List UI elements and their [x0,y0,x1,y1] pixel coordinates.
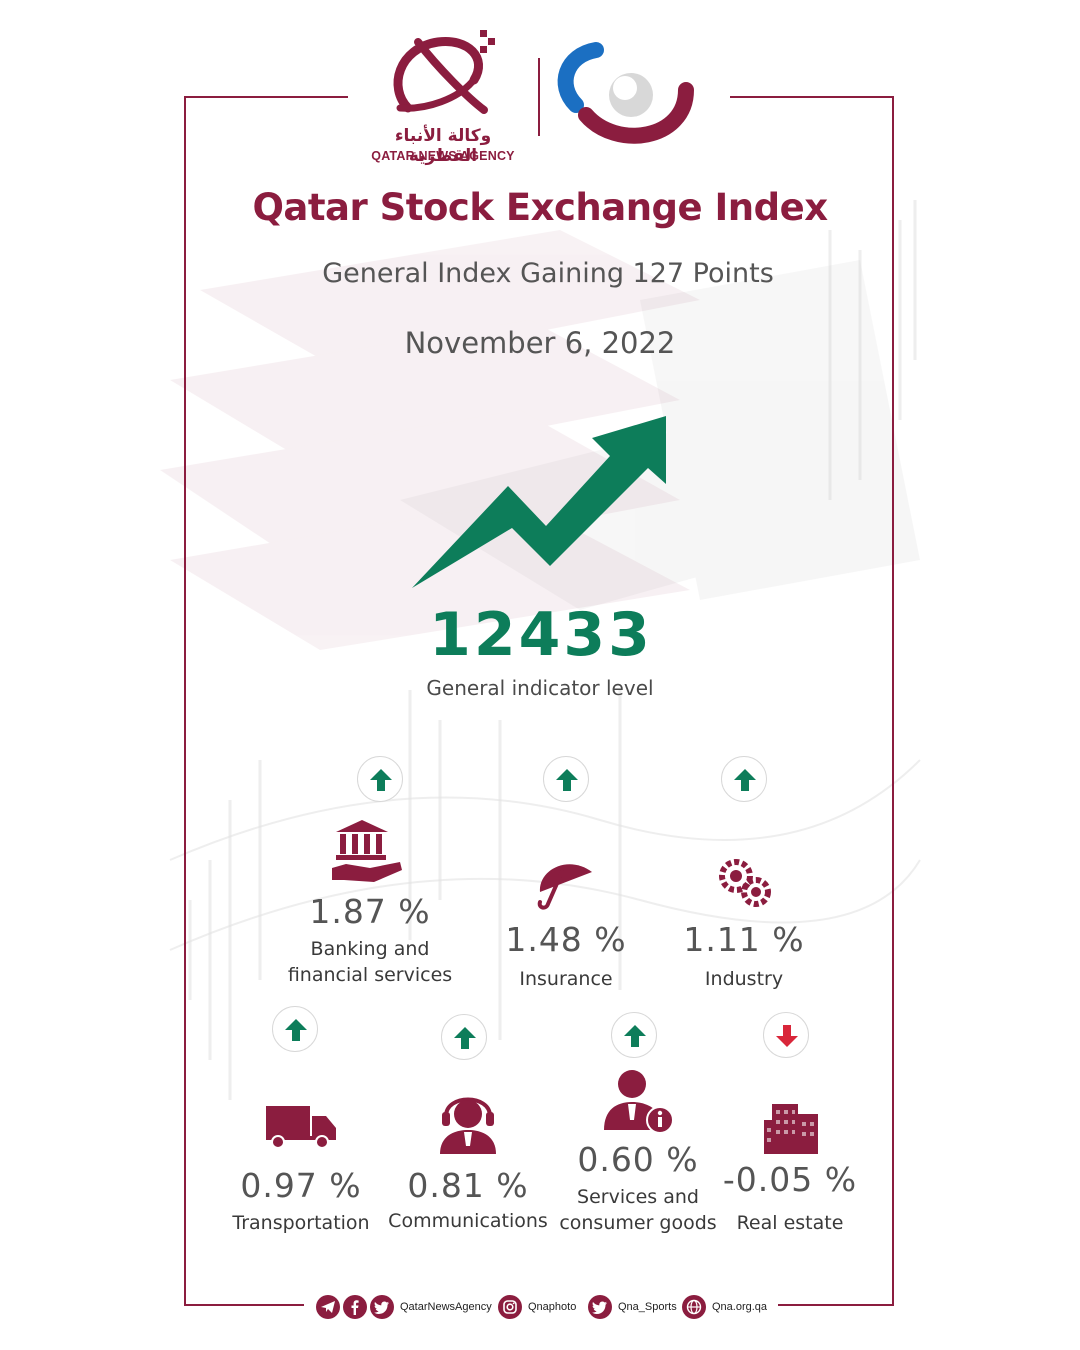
footer-handle-text: Qnaphoto [528,1301,577,1313]
twitter-icon [370,1295,394,1319]
sector-real-estate: -0.05 % Real estate [716,1012,864,1246]
sector-insurance: 1.48 % Insurance [486,756,646,996]
partner-logo-icon [557,42,694,144]
footer-handle-qnaphoto[interactable]: Qnaphoto [498,1294,576,1320]
sector-industry: 1.11 % Industry [664,756,824,996]
info-agent-icon [604,1070,674,1134]
sector-change: 1.48 % [505,920,627,959]
down-arrow-badge-icon [763,1012,809,1058]
instagram-icon [498,1295,522,1319]
sector-name-line1: Banking and [310,938,430,960]
page-subtitle: General Index Gaining 127 Points [322,258,774,289]
index-label: General indicator level [426,676,654,700]
up-arrow-badge-icon [272,1006,318,1052]
frame-bottom-left-line [184,1304,304,1306]
footer-social-bar: QatarNewsAgency Qnaphoto Qna_Sports Qna.… [0,1290,1080,1322]
sector-name-line2: consumer goods [559,1212,717,1234]
sector-change: 1.11 % [683,920,805,959]
sector-transportation: 0.97 % Transportation [224,1006,378,1246]
sector-name-line2: financial services [287,964,453,986]
qna-logo-icon [393,30,495,114]
frame-bottom-right-line [778,1304,894,1306]
sector-name: Communications [388,1210,548,1232]
up-arrow-badge-icon [357,756,403,802]
frame-top-right-line [730,96,894,98]
footer-website-text: Qna.org.qa [712,1301,768,1313]
sector-name: Industry [704,968,784,990]
globe-icon [682,1295,706,1319]
sector-change: 0.60 % [577,1140,699,1179]
report-date: November 6, 2022 [404,326,676,360]
sector-name-line1: Services and [577,1186,699,1208]
header-logos: وكالة الأنباء القطرية QATAR NEWS AGENCY [360,28,720,168]
agency-name-arabic: وكالة الأنباء القطرية [394,126,492,166]
trend-up-arrow-icon [412,416,666,588]
headset-agent-icon [440,1097,496,1154]
twitter-icon [588,1295,612,1319]
sector-change: 1.87 % [309,892,431,931]
sector-name: Transportation [232,1212,370,1234]
up-arrow-badge-icon [611,1012,657,1058]
sector-name: Insurance [519,968,613,990]
sector-change: -0.05 % [722,1160,858,1199]
truck-icon [266,1106,336,1149]
sector-services-consumer-goods: 0.60 % Services and consumer goods [556,1012,720,1246]
bank-hand-icon [332,820,402,882]
up-arrow-badge-icon [721,756,767,802]
facebook-icon [343,1295,367,1319]
footer-website-link[interactable]: Qna.org.qa [682,1294,767,1320]
sector-change: 0.97 % [240,1166,362,1205]
logo-divider [538,58,540,136]
telegram-icon [316,1295,340,1319]
agency-name-english: QATAR NEWS AGENCY [371,149,515,163]
footer-handle-qna-sports[interactable]: Qna_Sports [588,1294,677,1320]
footer-handle-qatarnewsagency[interactable]: QatarNewsAgency [316,1294,492,1320]
frame-top-left-line [184,96,348,98]
up-arrow-badge-icon [543,756,589,802]
up-arrow-badge-icon [441,1014,487,1060]
umbrella-icon [537,864,592,910]
index-value: 12433 [429,600,653,670]
sector-communications: 0.81 % Communications [388,1014,548,1246]
gears-icon [719,859,771,907]
footer-handle-text: QatarNewsAgency [400,1301,492,1313]
sector-change: 0.81 % [407,1166,529,1205]
footer-handle-text: Qna_Sports [618,1301,677,1313]
frame-left-line [184,96,186,1306]
sector-name: Real estate [736,1212,844,1234]
frame-right-line [892,96,894,1306]
sector-banking: 1.87 % Banking and financial services [270,756,470,996]
page-title: Qatar Stock Exchange Index [252,186,828,229]
building-icon [764,1104,818,1154]
